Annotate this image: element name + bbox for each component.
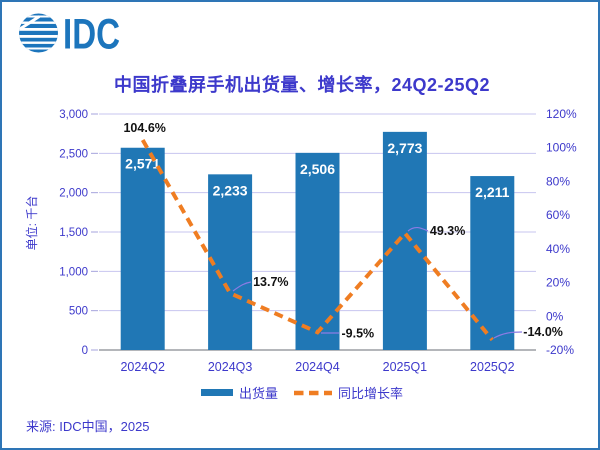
right-axis-tick-label: 20% xyxy=(546,276,570,290)
growth-value-label: -14.0% xyxy=(523,325,563,339)
right-axis-tick-label: 40% xyxy=(546,242,570,256)
bar-value-label: 2,233 xyxy=(213,182,248,198)
label-leader-line xyxy=(232,281,252,292)
idc-logo-text: IDC xyxy=(63,11,120,55)
x-category-label: 2025Q1 xyxy=(383,360,428,374)
legend-item-shipments: 出货量 xyxy=(200,383,278,402)
growth-value-label: 104.6% xyxy=(123,121,165,135)
bar-2025Q2 xyxy=(470,176,515,350)
right-axis-tick-label: 60% xyxy=(546,208,570,222)
source-note: 来源: IDC中国，2025 xyxy=(26,419,150,434)
bar-value-label: 2,773 xyxy=(387,140,422,156)
legend-label-shipments: 出货量 xyxy=(238,386,278,401)
left-axis-tick-label: 0 xyxy=(82,345,88,357)
right-axis-tick-label: 80% xyxy=(546,174,570,188)
left-axis-tick-label: 500 xyxy=(69,306,88,318)
label-leader-line xyxy=(407,226,429,232)
right-axis-tick-label: 0% xyxy=(546,309,564,323)
growth-rate-line xyxy=(140,139,494,342)
legend-label-growth: 同比增长率 xyxy=(338,386,404,401)
growth-value-label: -9.5% xyxy=(342,326,375,340)
x-category-label: 2024Q2 xyxy=(120,360,165,374)
right-axis-tick-label: 120% xyxy=(546,107,577,121)
legend-item-growth: 同比增长率 xyxy=(294,383,403,402)
chart-legend: 出货量 同比增长率 xyxy=(2,383,598,402)
left-axis-tick-label: 1,500 xyxy=(59,227,88,239)
x-category-label: 2025Q2 xyxy=(470,360,515,374)
idc-globe-icon xyxy=(19,13,58,53)
x-category-label: 2024Q3 xyxy=(208,360,253,374)
left-axis-tick-label: 3,000 xyxy=(59,109,88,121)
x-category-label: 2024Q4 xyxy=(295,360,340,374)
left-axis-tick-label: 1,000 xyxy=(59,266,88,278)
left-axis-tick-label: 2,500 xyxy=(59,148,88,160)
right-axis-tick-label: -20% xyxy=(546,343,574,357)
bar-value-label: 2,506 xyxy=(300,161,335,177)
dashed-line-legend-swatch xyxy=(294,390,332,395)
bars-legend-swatch xyxy=(200,389,233,396)
bar-2024Q2 xyxy=(120,147,165,350)
bar-2024Q4 xyxy=(295,152,340,350)
right-axis-tick-label: 100% xyxy=(546,141,577,155)
bar-value-label: 2,211 xyxy=(475,184,509,200)
growth-value-label: 49.3% xyxy=(430,224,465,238)
left-axis-tick-label: 2,000 xyxy=(59,188,88,200)
bar-2024Q3 xyxy=(208,174,253,350)
idc-logo: IDC xyxy=(19,11,120,55)
chart-title: 中国折叠屏手机出货量、增长率，24Q2-25Q2 xyxy=(113,75,491,95)
bar-2025Q1 xyxy=(382,131,427,350)
label-leader-line xyxy=(493,331,523,339)
bar-value-label: 2,571 xyxy=(125,156,160,172)
growth-value-label: 13.7% xyxy=(253,275,288,289)
